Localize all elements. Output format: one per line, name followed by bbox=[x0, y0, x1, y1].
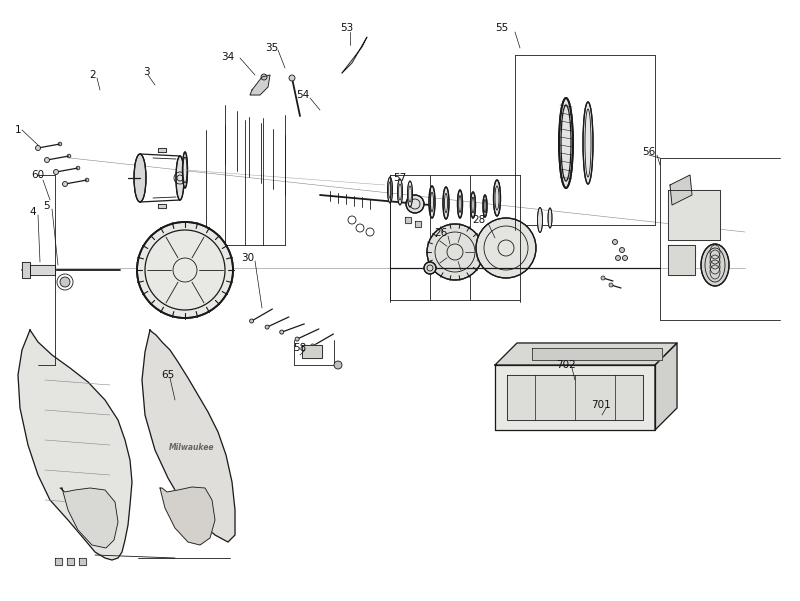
Circle shape bbox=[427, 224, 483, 280]
Circle shape bbox=[280, 330, 284, 334]
Ellipse shape bbox=[424, 262, 436, 274]
Ellipse shape bbox=[182, 152, 187, 188]
Polygon shape bbox=[60, 488, 118, 548]
Circle shape bbox=[476, 218, 536, 278]
Circle shape bbox=[45, 157, 50, 162]
Ellipse shape bbox=[134, 154, 146, 202]
Text: 60: 60 bbox=[31, 170, 45, 180]
Circle shape bbox=[62, 182, 67, 186]
Ellipse shape bbox=[548, 208, 552, 228]
Polygon shape bbox=[655, 343, 677, 430]
Polygon shape bbox=[67, 558, 74, 565]
Polygon shape bbox=[532, 348, 662, 360]
Text: 701: 701 bbox=[591, 400, 611, 410]
Polygon shape bbox=[79, 558, 86, 565]
Ellipse shape bbox=[538, 207, 542, 233]
Ellipse shape bbox=[387, 177, 393, 203]
Circle shape bbox=[137, 222, 233, 318]
Polygon shape bbox=[415, 221, 421, 227]
Circle shape bbox=[622, 255, 627, 260]
Polygon shape bbox=[507, 375, 643, 420]
Circle shape bbox=[265, 325, 269, 329]
Polygon shape bbox=[668, 245, 695, 275]
Text: 65: 65 bbox=[162, 370, 174, 380]
Circle shape bbox=[334, 361, 342, 369]
Text: 28: 28 bbox=[472, 215, 486, 225]
Ellipse shape bbox=[483, 195, 487, 217]
Circle shape bbox=[613, 240, 618, 245]
Polygon shape bbox=[158, 204, 166, 208]
Text: 55: 55 bbox=[495, 23, 509, 33]
Ellipse shape bbox=[398, 179, 402, 205]
Text: Milwaukee: Milwaukee bbox=[170, 444, 214, 453]
Text: 58: 58 bbox=[294, 343, 306, 353]
Polygon shape bbox=[250, 75, 270, 95]
Polygon shape bbox=[55, 558, 62, 565]
Text: 35: 35 bbox=[266, 43, 278, 53]
Circle shape bbox=[60, 277, 70, 287]
Ellipse shape bbox=[407, 181, 413, 207]
Text: 2: 2 bbox=[90, 70, 96, 80]
Polygon shape bbox=[18, 330, 132, 560]
Ellipse shape bbox=[176, 156, 184, 200]
Polygon shape bbox=[495, 343, 677, 365]
Text: 5: 5 bbox=[44, 201, 50, 211]
Circle shape bbox=[601, 276, 605, 280]
Text: 30: 30 bbox=[242, 253, 254, 263]
Ellipse shape bbox=[559, 98, 573, 188]
Polygon shape bbox=[405, 217, 411, 223]
Polygon shape bbox=[670, 175, 692, 205]
Text: 54: 54 bbox=[296, 90, 310, 100]
Text: 53: 53 bbox=[340, 23, 354, 33]
Circle shape bbox=[250, 319, 254, 323]
Polygon shape bbox=[160, 487, 215, 545]
Circle shape bbox=[310, 344, 314, 348]
Text: 57: 57 bbox=[393, 173, 406, 183]
Polygon shape bbox=[142, 330, 235, 542]
Circle shape bbox=[289, 75, 295, 81]
Ellipse shape bbox=[443, 187, 449, 219]
Ellipse shape bbox=[583, 102, 593, 184]
Text: 1: 1 bbox=[14, 125, 22, 135]
Polygon shape bbox=[22, 262, 30, 278]
Polygon shape bbox=[158, 148, 166, 152]
Polygon shape bbox=[495, 365, 655, 430]
Polygon shape bbox=[302, 345, 322, 358]
Ellipse shape bbox=[458, 190, 462, 218]
Text: 34: 34 bbox=[222, 52, 234, 62]
Ellipse shape bbox=[701, 244, 729, 286]
Circle shape bbox=[54, 169, 58, 174]
Polygon shape bbox=[668, 190, 720, 240]
Ellipse shape bbox=[494, 180, 501, 216]
Ellipse shape bbox=[429, 186, 435, 218]
Circle shape bbox=[35, 145, 41, 150]
Text: 702: 702 bbox=[556, 360, 576, 370]
Ellipse shape bbox=[470, 192, 475, 218]
Circle shape bbox=[615, 255, 621, 260]
Polygon shape bbox=[342, 37, 367, 73]
Ellipse shape bbox=[406, 195, 424, 213]
Text: 4: 4 bbox=[30, 207, 36, 217]
Text: 26: 26 bbox=[434, 228, 448, 238]
Circle shape bbox=[609, 283, 613, 287]
Polygon shape bbox=[30, 265, 55, 275]
Text: 56: 56 bbox=[642, 147, 656, 157]
Circle shape bbox=[619, 248, 625, 252]
Circle shape bbox=[261, 74, 267, 80]
Circle shape bbox=[295, 337, 299, 341]
Text: 3: 3 bbox=[142, 67, 150, 77]
